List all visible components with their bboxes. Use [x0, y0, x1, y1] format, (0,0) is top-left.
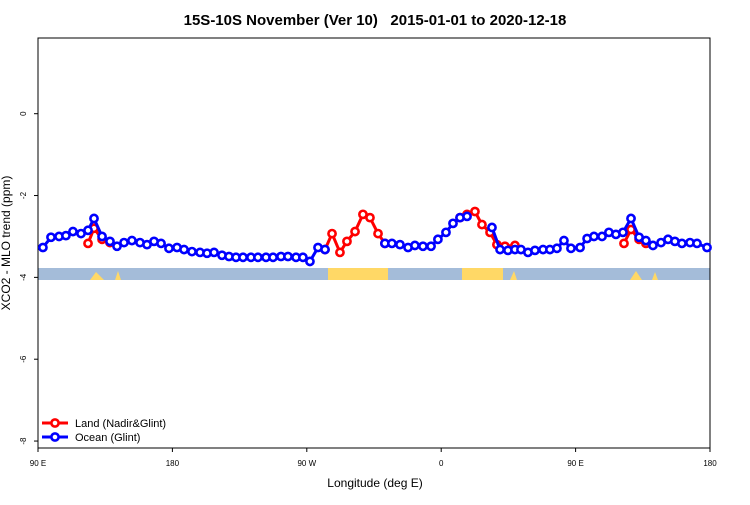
point — [164, 243, 174, 254]
x-tick-label: 90 E — [30, 459, 46, 468]
legend-marker — [50, 418, 60, 428]
surface-strip — [38, 268, 710, 280]
point — [97, 231, 107, 242]
y-tick-label: -8 — [19, 437, 28, 445]
point — [470, 206, 480, 217]
x-tick-label: 180 — [166, 459, 180, 468]
y-tick-label: 0 — [19, 111, 28, 116]
point — [495, 244, 505, 255]
point — [441, 227, 451, 238]
x-axis-label: Longitude (deg E) — [327, 476, 422, 490]
x-tick-label: 90 E — [567, 459, 583, 468]
y-tick-label: -2 — [19, 191, 28, 199]
chart-title: 15S-10S November (Ver 10) 2015-01-01 to … — [184, 12, 567, 29]
x-tick-label: 0 — [439, 459, 444, 468]
legend-marker — [50, 432, 60, 442]
point — [83, 238, 93, 249]
point — [552, 243, 562, 254]
point — [487, 222, 497, 233]
point — [648, 240, 658, 251]
point — [253, 252, 263, 263]
point — [46, 232, 56, 243]
point — [238, 252, 248, 263]
point — [283, 251, 293, 262]
point — [433, 234, 443, 245]
point — [105, 236, 115, 247]
point — [83, 225, 93, 236]
point — [350, 226, 360, 237]
point — [448, 218, 458, 229]
point — [209, 247, 219, 258]
point — [179, 244, 189, 255]
point — [641, 235, 651, 246]
point — [477, 219, 487, 230]
y-axis-label: XCO2 - MLO trend (ppm) — [0, 176, 13, 311]
point — [68, 226, 78, 237]
point — [530, 245, 540, 256]
point — [119, 237, 129, 248]
x-tick-label: 90 W — [297, 459, 316, 468]
point — [61, 230, 71, 241]
x-tick-label: 180 — [703, 459, 717, 468]
point — [156, 238, 166, 249]
point — [320, 244, 330, 255]
plot-frame — [37, 37, 711, 449]
point — [677, 238, 687, 249]
point — [462, 211, 472, 222]
legend-label: Land (Nadir&Glint) — [75, 418, 166, 430]
point — [418, 241, 428, 252]
point — [187, 246, 197, 257]
point — [626, 213, 636, 224]
point — [575, 242, 585, 253]
point — [426, 241, 436, 252]
point — [112, 241, 122, 252]
point — [395, 239, 405, 250]
point — [410, 240, 420, 251]
point — [127, 235, 137, 246]
point — [342, 236, 352, 247]
point — [365, 212, 375, 223]
point — [38, 242, 48, 253]
y-tick-label: -4 — [19, 273, 28, 281]
point — [335, 247, 345, 258]
point — [373, 228, 383, 239]
point — [702, 242, 712, 253]
point — [305, 256, 315, 267]
point — [566, 243, 576, 254]
point — [559, 235, 569, 246]
point — [597, 231, 607, 242]
point — [692, 238, 702, 249]
point — [268, 252, 278, 263]
y-tick-label: -6 — [19, 355, 28, 363]
point — [619, 238, 629, 249]
point — [589, 231, 599, 242]
point — [618, 227, 628, 238]
legend-label: Ocean (Glint) — [75, 432, 140, 444]
point — [89, 213, 99, 224]
point — [387, 238, 397, 249]
point — [298, 252, 308, 263]
point — [327, 228, 337, 239]
